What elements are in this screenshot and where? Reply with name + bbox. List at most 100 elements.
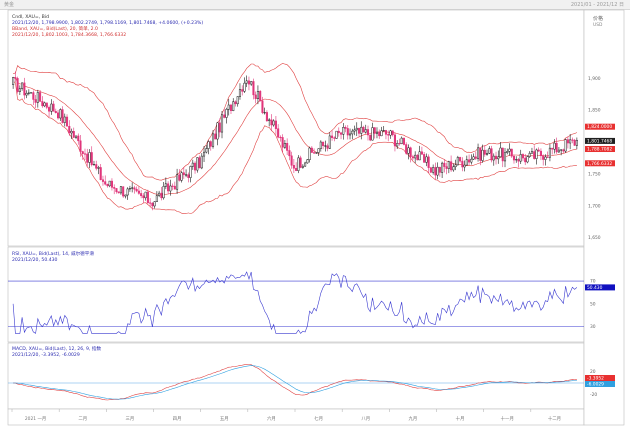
candle-body (86, 153, 89, 163)
candle-body (101, 179, 105, 182)
candle-body (353, 129, 356, 132)
candle-body (283, 143, 286, 148)
candle-body (43, 102, 46, 107)
candle-body (481, 149, 484, 161)
candle-body (160, 192, 163, 199)
candle-body (304, 162, 307, 167)
candle-body (515, 159, 518, 161)
candle-body (133, 187, 136, 190)
candle-body (16, 78, 19, 92)
candle-body (472, 156, 475, 160)
candle-body (126, 188, 129, 196)
candle-body (115, 188, 118, 192)
candle-body (110, 180, 113, 188)
candle-body (149, 202, 152, 204)
candle-body (555, 142, 558, 153)
candle-body (382, 130, 385, 132)
candle-body (418, 151, 421, 161)
candle-body (167, 183, 170, 192)
candle-body (322, 141, 325, 147)
candle-body (344, 127, 347, 129)
month-label: 四月 (173, 416, 182, 422)
rsi-tag-label: 50.430 (587, 285, 603, 291)
candle-body (171, 185, 174, 187)
candle-body (220, 114, 224, 133)
candle-body (90, 152, 93, 166)
candle-body (59, 109, 62, 119)
candle-body (216, 122, 219, 140)
candle-body (245, 80, 248, 84)
candle-body (548, 147, 551, 158)
candle-body (21, 82, 24, 89)
candle-body (530, 151, 533, 154)
rsi-tick-label: 70 (590, 279, 596, 285)
candle-body (416, 154, 419, 161)
candle-body (265, 112, 268, 122)
macd-tick-label: -20 (590, 392, 597, 398)
candle-body (225, 109, 228, 118)
candle-body (36, 92, 39, 103)
candle-body (104, 181, 107, 185)
candle-body (360, 126, 363, 134)
candle-body (479, 147, 482, 161)
candle-body (119, 186, 122, 194)
candle-body (151, 202, 154, 207)
candle-body (65, 116, 69, 127)
candle-body (308, 147, 311, 160)
candle-body (432, 167, 435, 173)
candle-body (162, 186, 165, 199)
window-date-range: 2021/01 - 2021/12 日 (570, 2, 624, 8)
candle-body (362, 126, 365, 133)
candle-body (261, 100, 264, 113)
candle-body (402, 137, 405, 145)
candle-body (34, 99, 37, 103)
candle-body (57, 112, 60, 119)
price-pane[interactable] (7, 9, 585, 247)
candle-body (32, 92, 35, 100)
candle-body (346, 128, 349, 136)
signal-line (13, 365, 577, 400)
bollinger-upper (13, 62, 578, 181)
candle-body (364, 129, 367, 133)
candle-body (391, 130, 394, 136)
candle-body (176, 174, 179, 190)
candle-body (164, 183, 167, 187)
candle-body (414, 154, 417, 159)
macd-tag-label: -6.0029 (587, 382, 604, 388)
price-tag-label: 1,801.7468 (587, 138, 612, 144)
candle-body (292, 165, 295, 169)
bollinger-lower (12, 80, 577, 215)
candle-body (198, 157, 201, 169)
candle-body (45, 102, 48, 108)
candle-body (52, 103, 55, 112)
time-axis (7, 408, 585, 426)
candle-body (180, 172, 183, 181)
candle-body (238, 89, 242, 97)
candle-body (456, 157, 459, 166)
candle-body (544, 156, 547, 160)
candle-body (477, 147, 480, 159)
candle-body (326, 145, 329, 149)
month-label: 九月 (409, 415, 418, 422)
candle-body (508, 148, 511, 152)
candle-body (465, 159, 468, 166)
rsi-pane[interactable] (7, 246, 585, 343)
candle-body (380, 130, 383, 137)
candle-body (438, 166, 441, 173)
candle-body (409, 147, 412, 157)
macd-line (13, 364, 577, 401)
month-label: 十一月 (501, 415, 514, 422)
candle-body (389, 130, 392, 136)
price-tag (585, 137, 615, 144)
candle-body (79, 140, 82, 152)
candle-body (355, 127, 358, 131)
macd-pane[interactable] (7, 342, 585, 410)
price-axis[interactable] (583, 9, 625, 426)
rsi-line (12, 271, 578, 334)
candle-body (342, 127, 345, 135)
month-label: 六月 (267, 415, 276, 422)
candle-body (483, 149, 486, 155)
candle-body (301, 165, 304, 168)
candle-body (573, 139, 576, 146)
